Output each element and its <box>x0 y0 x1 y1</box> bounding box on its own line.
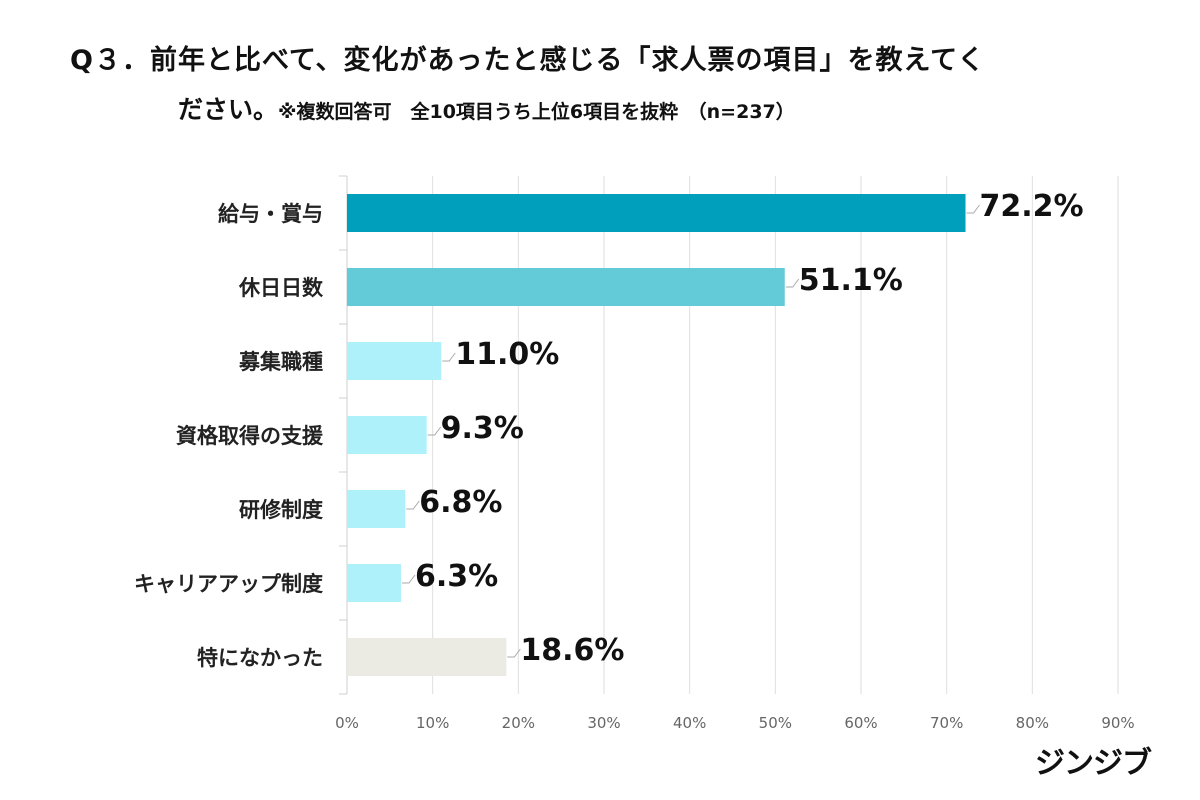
title-line2: ださい。 <box>178 95 279 124</box>
category-label: 給与・賞与 <box>218 202 323 226</box>
category-label: 研修制度 <box>239 498 323 522</box>
label-leader <box>427 426 442 436</box>
chart-subtitle: ださい。※複数回答可 全10項目うち上位6項目を抜粋 （n=237） <box>178 90 795 126</box>
chart-title: Q３．前年と比べて、変化があったと感じる「求人票の項目」を教えてく <box>70 45 986 76</box>
label-leader <box>401 574 416 584</box>
label-leader <box>442 352 456 362</box>
bar <box>347 416 427 454</box>
bar <box>347 194 966 232</box>
x-tick-label: 40% <box>673 714 706 732</box>
category-label: 特になかった <box>197 646 323 670</box>
x-tick-label: 70% <box>930 714 963 732</box>
x-tick-label: 90% <box>1101 714 1134 732</box>
category-label: 休日日数 <box>238 276 324 300</box>
x-tick-label: 0% <box>335 714 359 732</box>
data-label: 18.6% <box>520 633 624 668</box>
x-tick-label: 50% <box>759 714 792 732</box>
category-label: 募集職種 <box>238 350 323 374</box>
label-leader <box>507 648 521 658</box>
bar <box>347 638 507 676</box>
x-tick-label: 20% <box>502 714 535 732</box>
bar <box>347 490 406 528</box>
data-label: 6.8% <box>419 485 502 520</box>
bar <box>347 564 401 602</box>
logo: ジンジブ <box>1035 746 1152 781</box>
title-note: ※複数回答可 全10項目うち上位6項目を抜粋 （n=237） <box>278 101 795 123</box>
bar <box>347 342 442 380</box>
label-leader <box>785 278 800 288</box>
data-label: 72.2% <box>980 189 1084 224</box>
category-label: キャリアアップ制度 <box>134 572 323 596</box>
bar <box>347 268 785 306</box>
label-leader <box>966 204 980 214</box>
data-label: 9.3% <box>441 411 524 446</box>
x-tick-label: 30% <box>587 714 620 732</box>
x-tick-label: 60% <box>844 714 877 732</box>
data-label: 6.3% <box>415 559 498 594</box>
data-label: 11.0% <box>455 337 559 372</box>
x-tick-label: 80% <box>1016 714 1049 732</box>
label-leader <box>406 500 420 510</box>
x-tick-label: 10% <box>416 714 449 732</box>
data-label: 51.1% <box>799 263 903 298</box>
category-label: 資格取得の支援 <box>176 424 324 448</box>
